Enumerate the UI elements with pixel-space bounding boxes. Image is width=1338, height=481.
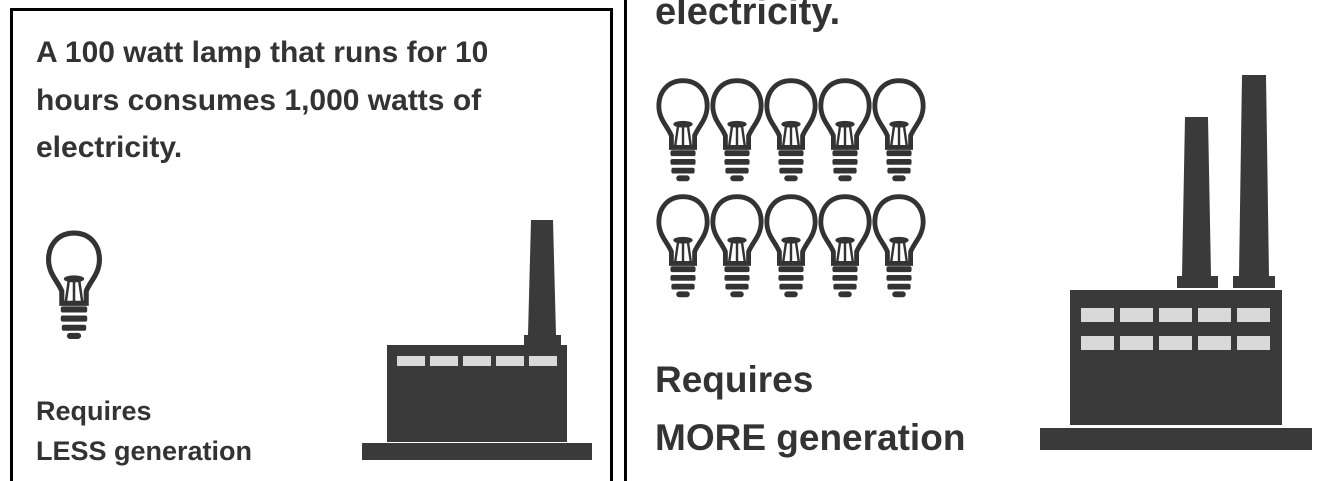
bulb-grid [659, 81, 923, 298]
caption-line: Requires [655, 359, 813, 400]
bulb-icon [821, 81, 869, 182]
caption-line: LESS generation [36, 436, 252, 466]
caption-line: Requires [36, 396, 152, 426]
bulb-icon [713, 81, 761, 182]
bulb-icon [659, 81, 707, 182]
bulb-icon [49, 233, 100, 339]
infographic: A 100 watt lamp that runs for 10 hours c… [0, 0, 1338, 481]
heading-line: electricity. [36, 131, 182, 164]
bulb-icon [659, 197, 707, 298]
bulb-icon [767, 197, 815, 298]
bulb-icon [713, 197, 761, 298]
bulb-icon [875, 197, 923, 298]
bulb-icon [767, 81, 815, 182]
factory-icon [1040, 75, 1312, 450]
heading-line: A 100 watt lamp that runs for 10 [36, 36, 488, 69]
bulb-icon [821, 197, 869, 298]
factory-icon [362, 220, 592, 460]
page: {"left_panel": {"heading": ["A 100 watt … [0, 0, 1338, 481]
caption-line: MORE generation [655, 417, 965, 458]
heading-line: hours consumes 1,000 watts of [36, 84, 482, 117]
heading-line: electricity. [655, 0, 840, 33]
bulb-icon [875, 81, 923, 182]
